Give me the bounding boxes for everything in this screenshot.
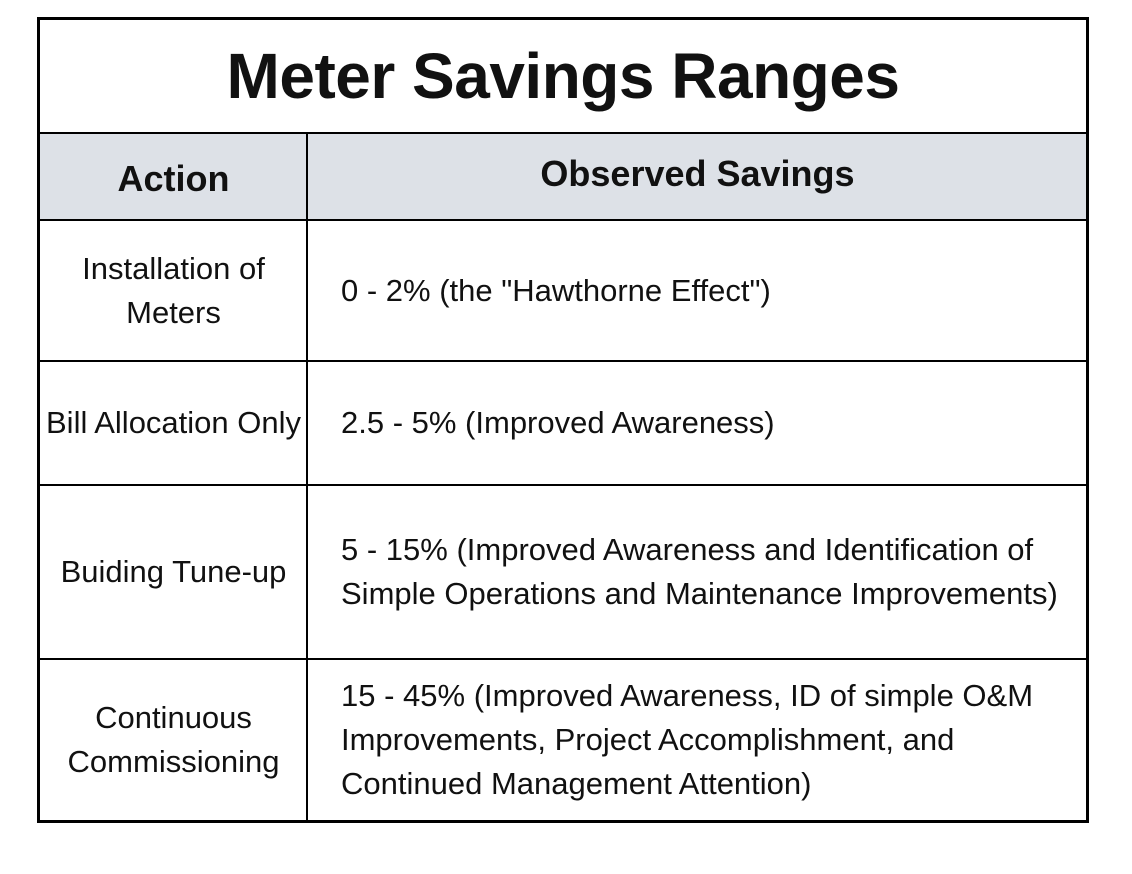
action-cell: Installation of Meters [82, 250, 265, 330]
savings-cell: 15 - 45% (Improved Awareness, ID of simp… [341, 678, 1034, 801]
savings-cell: 5 - 15% (Improved Awareness and Identifi… [341, 532, 1058, 611]
table-header-row: Action Observed Savings [40, 134, 1086, 221]
savings-table: Meter Savings Ranges Action Observed Sav… [37, 17, 1089, 823]
table-title: Meter Savings Ranges [226, 40, 900, 112]
savings-cell: 2.5 - 5% (Improved Awareness) [341, 405, 775, 440]
header-observed-savings: Observed Savings [540, 152, 855, 194]
table-row: Bill Allocation Only 2.5 - 5% (Improved … [40, 362, 1086, 486]
table-title-row: Meter Savings Ranges [40, 20, 1086, 134]
table-row: Continuous Commissioning 15 - 45% (Impro… [40, 660, 1086, 820]
action-cell: Continuous Commissioning [67, 700, 280, 779]
table-row: Installation of Meters 0 - 2% (the "Hawt… [40, 221, 1086, 362]
action-cell: Buiding Tune-up [60, 554, 287, 589]
action-cell: Bill Allocation Only [46, 405, 302, 440]
table-row: Buiding Tune-up 5 - 15% (Improved Awaren… [40, 486, 1086, 660]
savings-cell: 0 - 2% (the "Hawthorne Effect") [341, 272, 771, 308]
column-divider [306, 134, 308, 820]
header-action: Action [117, 157, 230, 199]
